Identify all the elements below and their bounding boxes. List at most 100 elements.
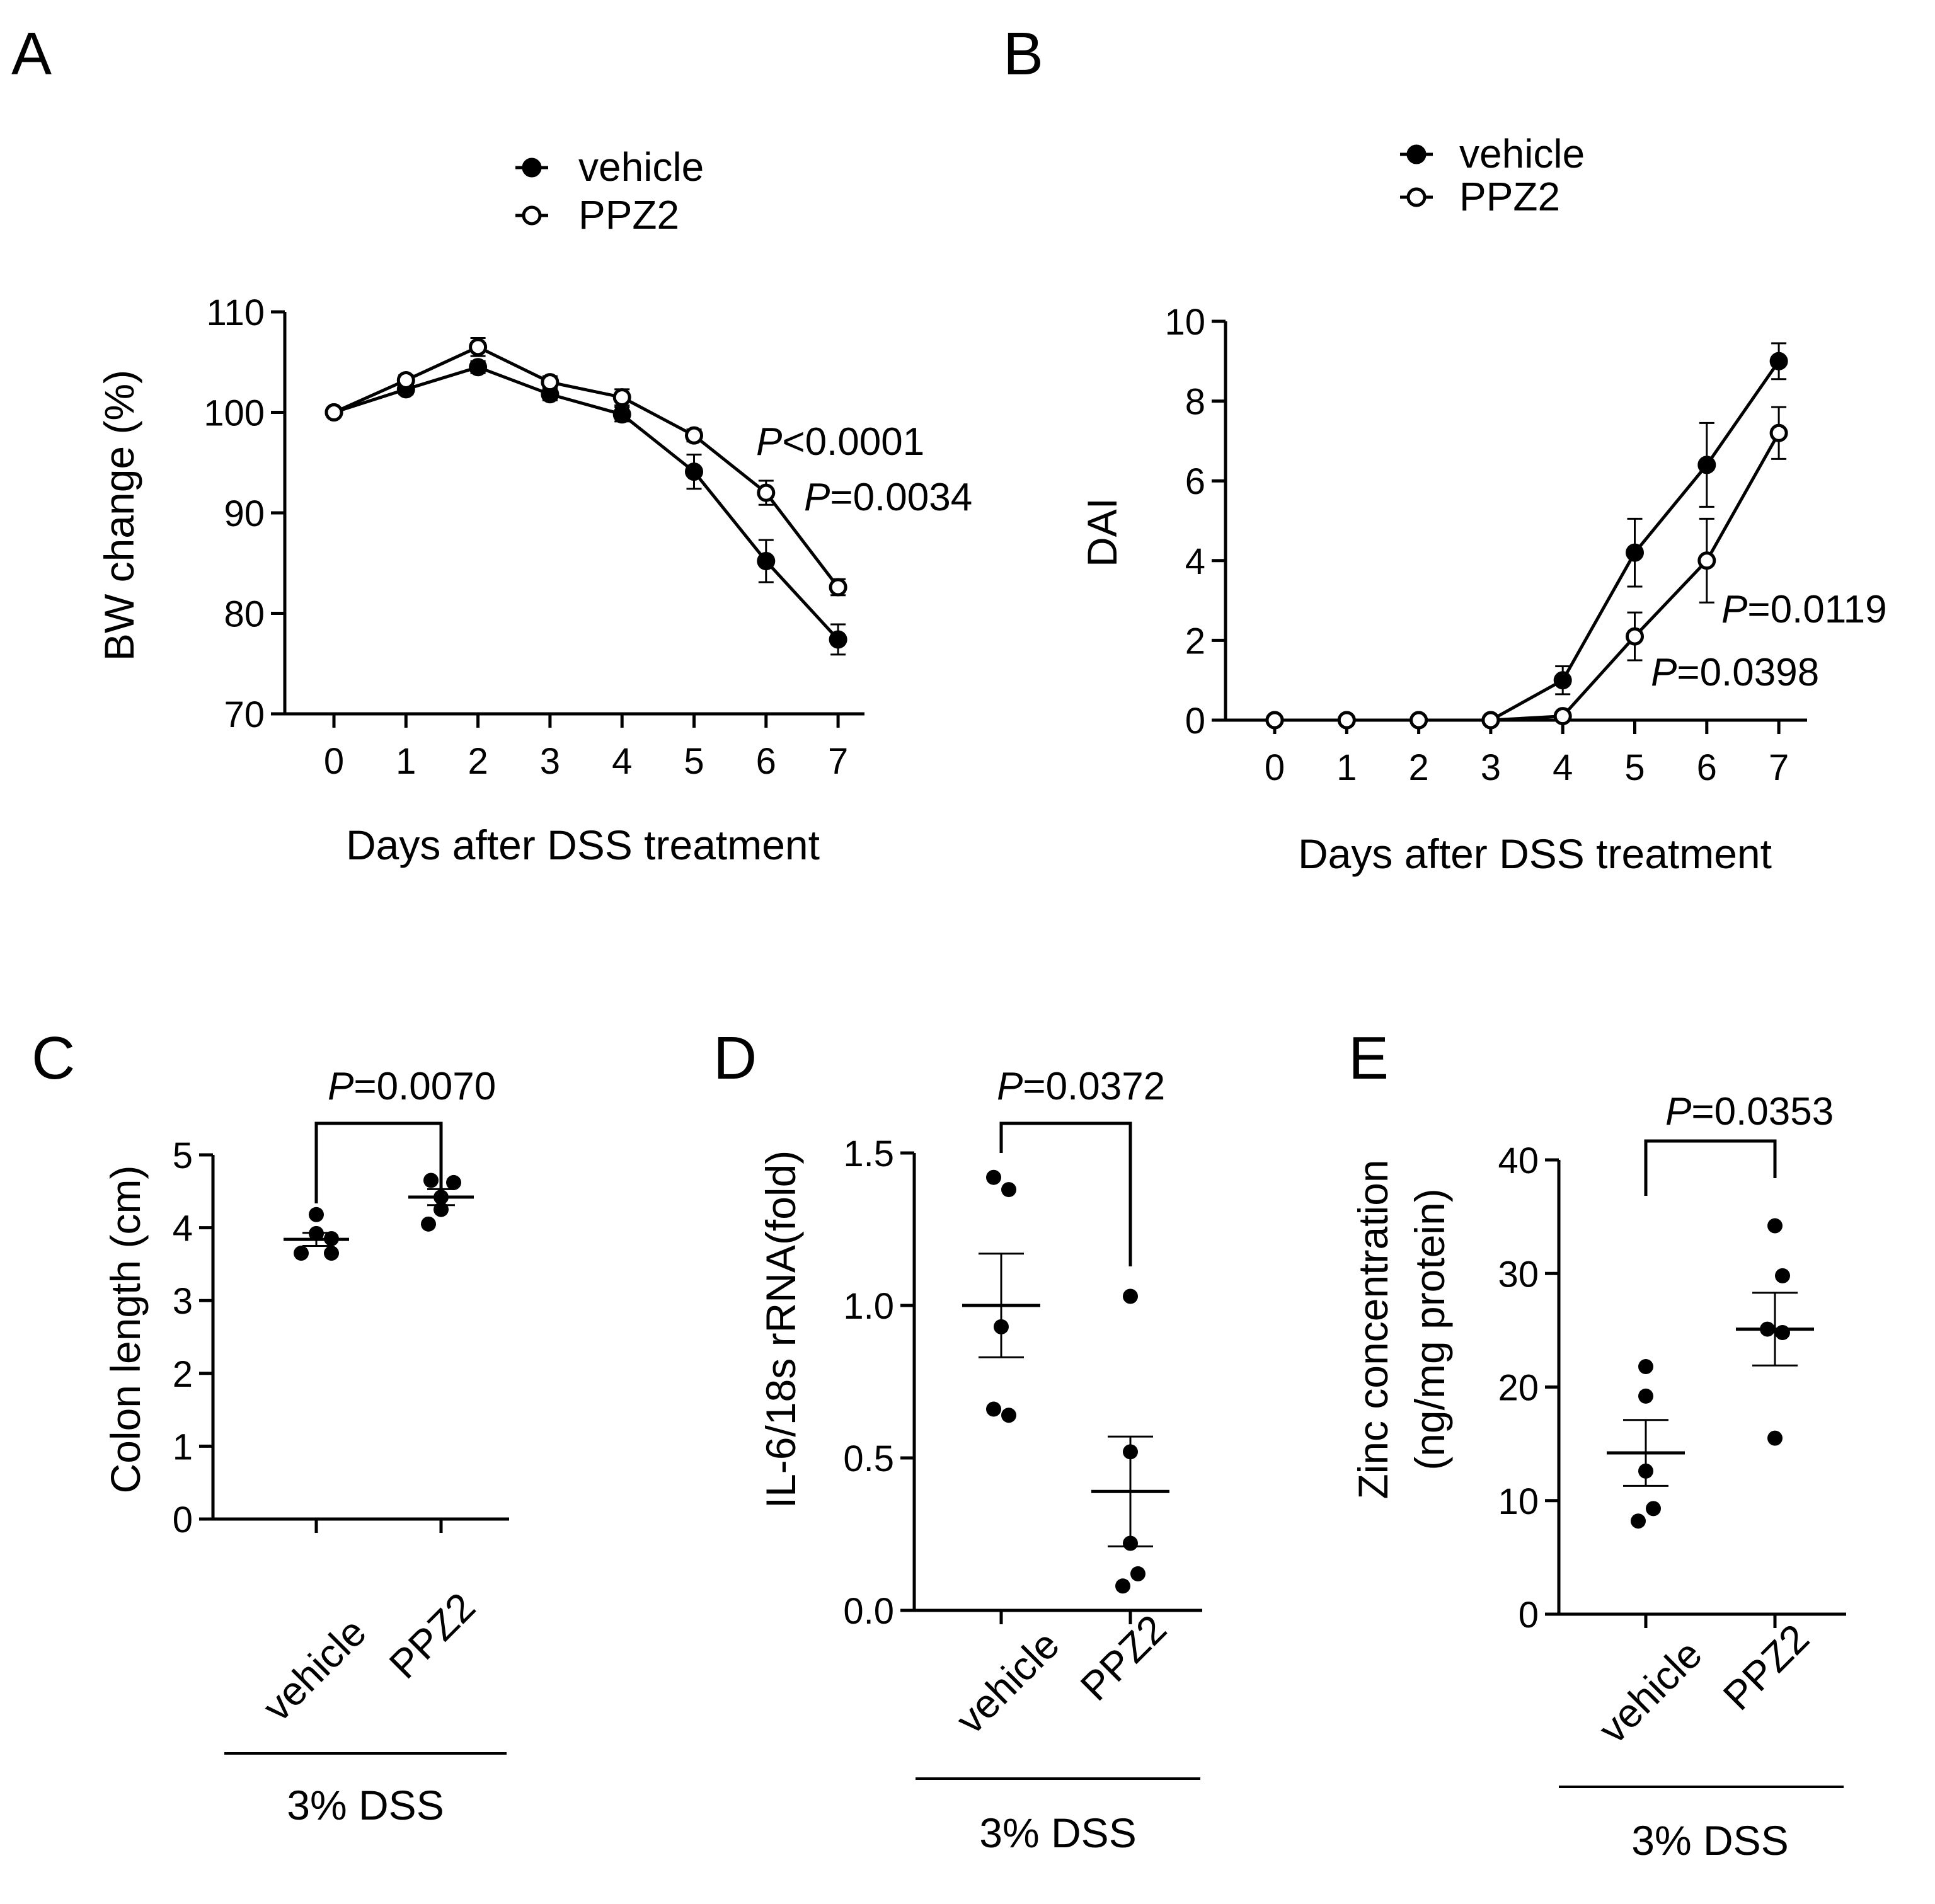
panel-e-dot-plot: 0 10 20 30 40 Zinc concentration (ng/mg prot… <box>1350 1090 1846 1864</box>
panel-d-y-tick-label: 0.5 <box>843 1438 894 1479</box>
panel-b-x-tick-label: 0 <box>1265 747 1285 788</box>
panel-b-pvalue-1-text: =0.0119 <box>1747 588 1886 631</box>
panel-a-pvalue-2-italic: P <box>804 476 830 519</box>
panel-c-y-axis-title: Colon length (cm) <box>102 1166 149 1494</box>
panel-d-pvalue-italic: P <box>997 1065 1023 1108</box>
panel-e-group-label: 3% DSS <box>1631 1817 1788 1864</box>
panel-a-series-ppz2-line <box>333 345 840 588</box>
panel-b-pvalue-1: P=0.0119 <box>1721 588 1887 631</box>
panel-c-dot-plot: 0 1 2 3 4 5 Colon length (cm) P=0.0070 vehicl… <box>102 1065 509 1828</box>
panel-e-y-tick-label: 0 <box>1519 1595 1539 1636</box>
panel-a-x-tick-label: 1 <box>396 741 416 782</box>
panel-b-y-tick-label: 10 <box>1164 302 1205 343</box>
legend-marker-ppz2 <box>522 205 542 226</box>
panel-e-y-tick-label: 30 <box>1498 1254 1539 1295</box>
panel-b-series-vehicle-point <box>1553 671 1572 690</box>
panel-a-y-tick-label: 100 <box>204 393 265 434</box>
legend-label-vehicle: vehicle <box>1459 131 1585 176</box>
panel-a-series-vehicle-point <box>757 552 776 571</box>
legend-marker-ppz2 <box>1406 187 1427 207</box>
panel-d-group-ppz2-point <box>1130 1566 1145 1581</box>
panel-c-pvalue-italic: P <box>328 1065 353 1108</box>
legend-marker-vehicle <box>522 158 542 178</box>
panel-b-x-tick-label: 2 <box>1408 747 1428 788</box>
panel-e-y-tick-label: 20 <box>1498 1368 1539 1409</box>
panel-d-group-label: 3% DSS <box>979 1809 1136 1856</box>
panel-a-x-tick-label: 2 <box>468 741 488 782</box>
panel-d-y-axis-title: IL-6/18s rRNA(fold) <box>757 1150 804 1509</box>
panel-a-series-ppz2-point <box>469 338 488 357</box>
panel-b-series-vehicle-point <box>1697 456 1716 474</box>
panel-d-pvalue: P=0.0372 <box>997 1065 1165 1108</box>
panel-b-x-tick-label: 7 <box>1769 747 1789 788</box>
panel-d-dot-plot: 0.0 0.5 1.0 1.5 IL-6/18s rRNA(fold) P=0.037… <box>757 1065 1202 1856</box>
panel-b-pvalue-2-text: =0.0398 <box>1677 651 1819 694</box>
panel-a-pvalue-2-text: =0.0034 <box>830 476 972 519</box>
panel-b-series-ppz2-point <box>1265 711 1284 730</box>
panel-a-x-tick-label: 7 <box>828 741 848 782</box>
panel-a-series-vehicle-point <box>829 630 847 649</box>
panel-e-group-vehicle-point <box>1638 1388 1653 1404</box>
panel-a-series-ppz2-point <box>541 373 560 392</box>
panel-b-series-ppz2-point <box>1481 711 1500 730</box>
panel-b-line-chart: vehicle PPZ2 0 2 4 6 8 10 0 1 2 3 4 5 6 7 DAI Days af… <box>1079 131 1887 877</box>
panel-c-y-tick-label: 3 <box>173 1281 193 1322</box>
panel-b-y-axis-title: DAI <box>1079 498 1125 567</box>
panel-a-series-ppz2-point <box>685 426 703 445</box>
panel-d-category-vehicle: vehicle <box>947 1622 1068 1743</box>
panel-e-pvalue-text: =0.0353 <box>1691 1090 1834 1133</box>
panel-a-y-tick-label: 70 <box>224 694 265 735</box>
panel-a-series-ppz2-point <box>396 370 415 389</box>
panel-a-series-ppz2-point <box>757 483 776 502</box>
panel-a-y-tick-label: 80 <box>224 594 265 635</box>
panel-b-y-tick-label: 2 <box>1185 621 1205 662</box>
panel-e-y-tick-label: 10 <box>1498 1481 1539 1522</box>
panel-e-significance-bracket <box>1644 1139 1777 1196</box>
panel-b-series-ppz2-point <box>1553 707 1572 726</box>
panel-b-y-tick-label: 0 <box>1185 701 1205 742</box>
legend-label-vehicle: vehicle <box>578 144 704 190</box>
panel-b-pvalue-2: P=0.0398 <box>1651 651 1819 694</box>
panel-letter-c: C <box>32 1024 75 1092</box>
panel-d-group-vehicle-point <box>986 1169 1001 1185</box>
panel-d-group-ppz2-point <box>1123 1288 1138 1304</box>
panel-a-pvalue-1-text: <0.0001 <box>782 420 924 464</box>
panel-a-y-tick-label: 110 <box>207 292 265 333</box>
panel-a-series-ppz2-point <box>829 578 847 597</box>
panel-c-group-vehicle-point <box>294 1246 309 1261</box>
panel-b-y-tick-label: 4 <box>1185 541 1205 582</box>
panel-b-pvalue-1-italic: P <box>1721 588 1747 631</box>
panel-c-group-label: 3% DSS <box>287 1782 444 1828</box>
panel-b-x-tick-label: 5 <box>1624 747 1645 788</box>
panel-e-category-ppz2: PPZ2 <box>1714 1615 1818 1719</box>
panel-c-y-tick-label: 2 <box>173 1354 193 1395</box>
panel-c-y-tick-label: 5 <box>173 1135 193 1176</box>
panel-b-x-tick-label: 3 <box>1481 747 1501 788</box>
panel-c-y-tick-label: 1 <box>173 1426 193 1467</box>
panel-a-x-axis-title: Days after DSS treatment <box>346 822 820 868</box>
panel-a-line-chart: vehicle PPZ2 70 80 90 100 110 0 1 2 3 4 5 6 7 BW cha… <box>96 144 972 868</box>
panel-a-x-tick-label: 3 <box>540 741 560 782</box>
panel-b-pvalue-2-italic: P <box>1651 651 1677 694</box>
panel-d-group-vehicle-point <box>1001 1182 1016 1198</box>
panel-b-series-vehicle-point <box>1769 352 1788 370</box>
panel-a-series-vehicle-line <box>333 365 839 641</box>
panel-letter-d: D <box>713 1024 757 1092</box>
panel-b-series-ppz2-point <box>1697 551 1716 570</box>
panel-e-group-ppz2-point <box>1775 1268 1790 1283</box>
panel-a-series-ppz2-point <box>612 388 631 407</box>
panel-c-y-tick-label: 4 <box>173 1208 193 1249</box>
panel-c-group-vehicle-point <box>324 1246 339 1261</box>
panel-d-significance-bracket <box>999 1121 1132 1266</box>
legend-marker-vehicle <box>1406 144 1427 164</box>
panel-e-category-vehicle: vehicle <box>1590 1631 1711 1752</box>
panel-b-x-tick-label: 1 <box>1336 747 1357 788</box>
panel-d-pvalue-text: =0.0372 <box>1023 1065 1165 1108</box>
panel-b-series-ppz2-point <box>1626 627 1644 646</box>
panel-b-series-vehicle-point <box>1626 543 1644 562</box>
panel-a-pvalue-1: P<0.0001 <box>756 420 924 464</box>
panel-e-group-ppz2-point <box>1767 1218 1783 1234</box>
panel-c-group-ppz2-point <box>446 1174 461 1190</box>
panel-e-y-axis-title: Zinc concentration <box>1350 1159 1396 1499</box>
